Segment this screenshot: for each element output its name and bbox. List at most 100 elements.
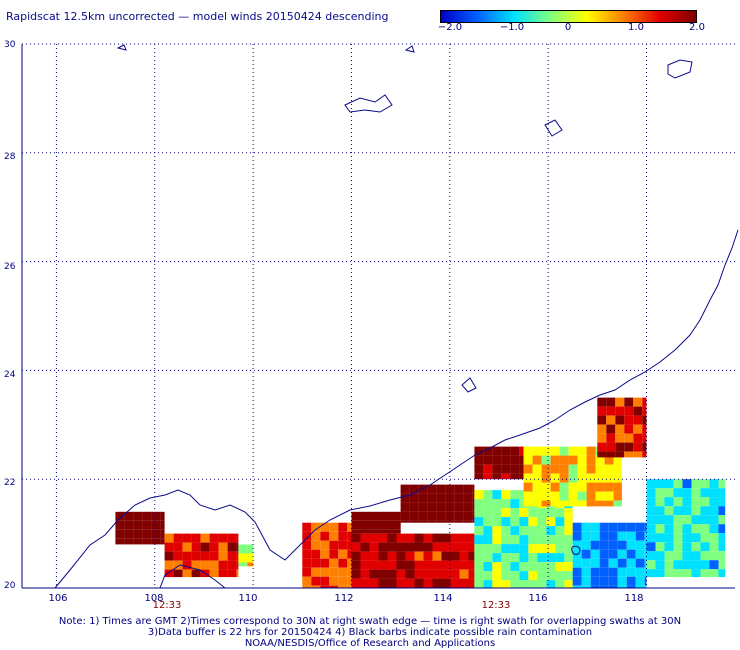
wind-cell <box>501 553 511 563</box>
wind-cell <box>472 502 475 512</box>
wind-cell <box>151 520 161 530</box>
wind-cell <box>577 446 587 456</box>
wind-cell <box>405 533 415 543</box>
wind-cell <box>673 515 683 525</box>
wind-cell <box>597 415 607 425</box>
wind-cell <box>646 479 656 489</box>
wind-cell <box>320 531 330 541</box>
wind-cell <box>718 551 726 561</box>
wind-cell <box>597 451 607 458</box>
wind-cell <box>483 508 493 518</box>
wind-cell <box>700 533 710 543</box>
wind-cell <box>510 535 520 545</box>
wind-cell <box>142 529 152 539</box>
wind-cell <box>227 533 237 543</box>
wind-cell <box>646 569 656 578</box>
wind-cell <box>664 551 674 561</box>
wind-cell <box>387 551 397 561</box>
colorbar-label: −1.0 <box>499 22 525 33</box>
wind-cell <box>604 464 614 474</box>
wind-cell <box>329 549 339 559</box>
wind-cell <box>414 569 424 579</box>
wind-cell <box>483 580 493 588</box>
wind-cell <box>590 522 600 532</box>
wind-cell <box>597 433 607 443</box>
wind-cell <box>633 451 643 458</box>
wind-cell <box>682 569 692 578</box>
wind-cell <box>450 551 460 561</box>
wind-cell <box>655 569 665 578</box>
wind-cell <box>432 560 442 570</box>
wind-cell <box>351 578 361 588</box>
wind-cell <box>709 479 719 489</box>
lon-label: 118 <box>624 593 644 604</box>
wind-cell <box>400 511 410 521</box>
wind-cell <box>599 558 609 568</box>
wind-cell <box>532 482 542 492</box>
wind-cell <box>492 553 502 563</box>
wind-cell <box>311 549 321 559</box>
wind-cell <box>182 569 192 578</box>
wind-cell <box>604 491 614 501</box>
swath-time-label: 12:33 <box>481 600 511 611</box>
wind-cell <box>124 520 134 530</box>
wind-cell <box>351 520 361 530</box>
map-title: Rapidscat 12.5km uncorrected — model win… <box>6 10 389 23</box>
wind-cell <box>568 446 578 456</box>
wind-cell <box>329 558 339 568</box>
wind-cell <box>617 558 627 568</box>
wind-cell <box>338 576 348 586</box>
wind-cell <box>595 491 605 501</box>
wind-cell <box>182 533 192 543</box>
island <box>571 545 581 555</box>
wind-cell <box>474 535 484 545</box>
wind-cell <box>369 529 379 534</box>
wind-cell <box>441 569 451 579</box>
wind-cell <box>664 560 674 570</box>
wind-cell <box>664 506 674 516</box>
wind-cell <box>369 511 379 521</box>
wind-cell <box>510 544 520 554</box>
wind-cell <box>532 455 542 465</box>
wind-cell <box>360 511 370 521</box>
wind-cell <box>191 533 201 543</box>
wind-cell <box>311 567 321 577</box>
wind-cell <box>664 479 674 489</box>
wind-cell <box>626 549 636 559</box>
wind-cell <box>133 529 143 539</box>
wind-cell <box>624 442 634 452</box>
wind-cell <box>572 540 582 550</box>
wind-cell <box>559 500 569 507</box>
colorbar-label: 2.0 <box>689 22 705 33</box>
wind-cell <box>351 542 361 552</box>
wind-cell <box>414 542 424 552</box>
wind-cell <box>445 502 455 512</box>
wind-cell <box>396 511 401 521</box>
wind-cell <box>432 551 442 561</box>
wind-cell <box>378 520 388 530</box>
wind-cell <box>519 455 524 465</box>
wind-cell <box>351 533 361 543</box>
wind-cell <box>664 533 674 543</box>
wind-cell <box>182 560 192 570</box>
wind-cell <box>320 522 330 532</box>
wind-cell <box>396 529 401 534</box>
wind-cell <box>436 511 446 521</box>
wind-cell <box>142 538 152 545</box>
wind-cell <box>483 562 493 572</box>
wind-cell <box>463 484 473 494</box>
lon-label: 116 <box>528 593 548 604</box>
wind-cell <box>615 424 625 434</box>
wind-cell <box>191 569 201 578</box>
wind-cell <box>655 542 665 552</box>
wind-cell <box>474 580 484 588</box>
wind-cell <box>378 560 388 570</box>
wind-cell <box>115 529 125 539</box>
wind-cell <box>519 535 529 545</box>
wind-cell <box>492 499 502 509</box>
wind-cell <box>450 578 460 588</box>
wind-cell <box>463 520 473 523</box>
wind-cell <box>586 455 596 465</box>
wind-cell <box>151 538 161 545</box>
wind-cell <box>626 558 636 568</box>
